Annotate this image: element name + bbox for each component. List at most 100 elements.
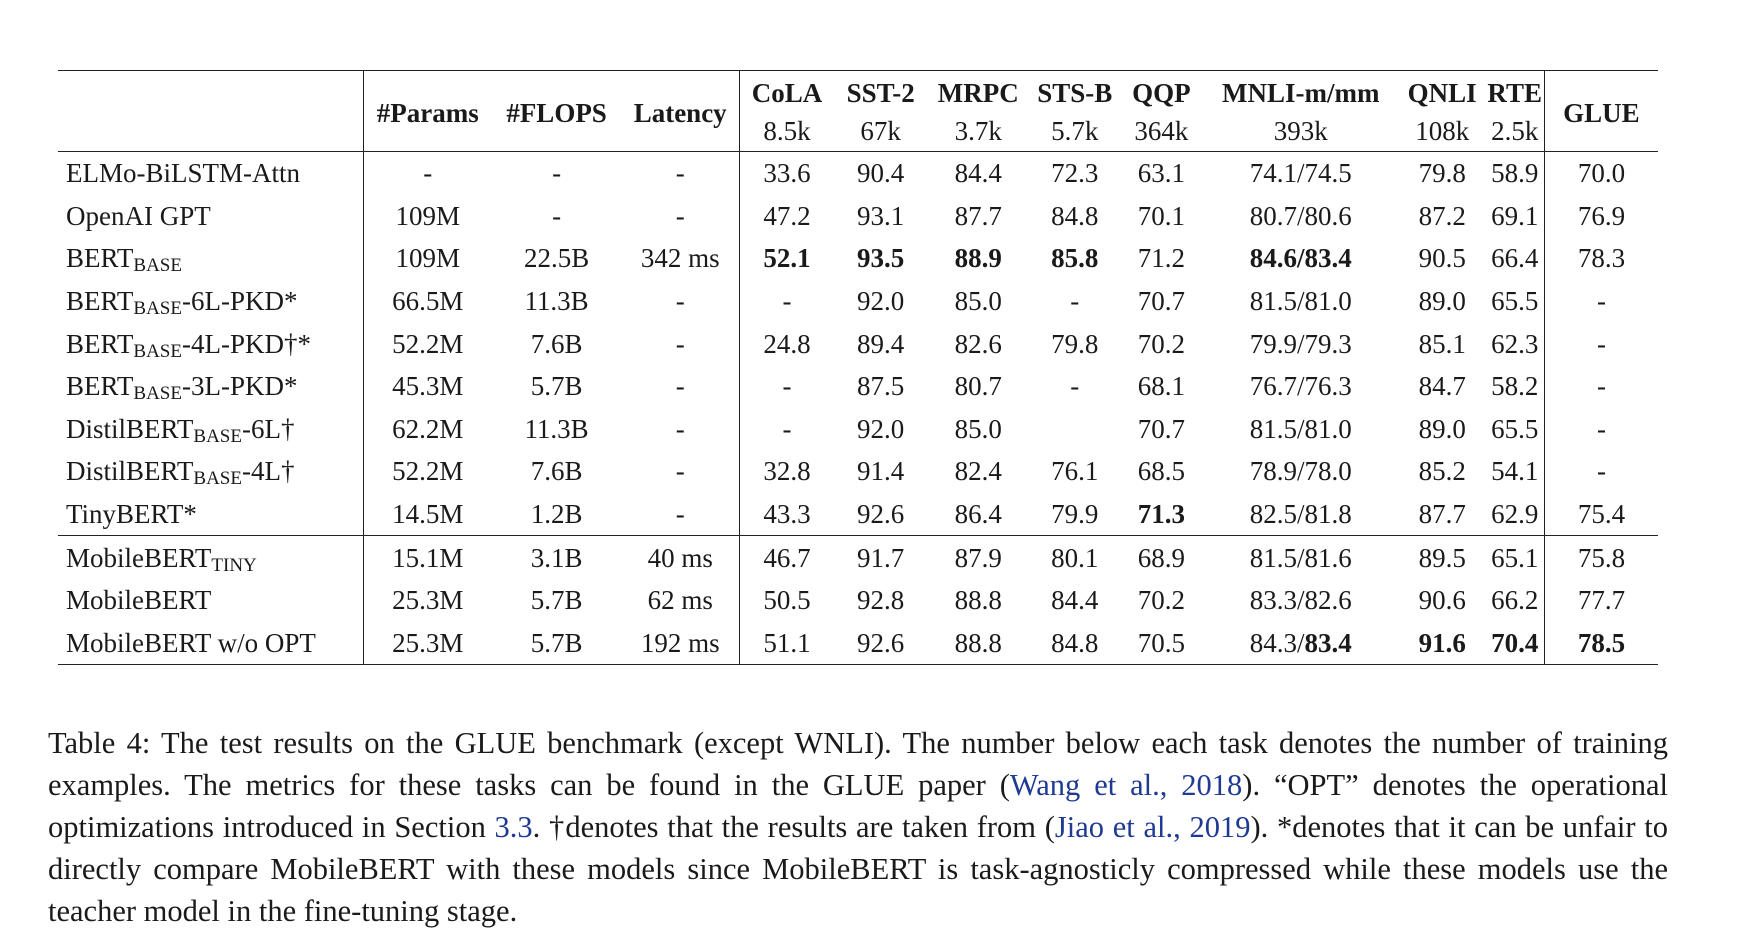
params-cell: 52.2M: [363, 450, 492, 493]
sst2-cell: 92.0: [857, 413, 905, 444]
params-cell: 62.2M: [363, 407, 492, 451]
model-name: DistilBERTBASE-4L†: [66, 456, 295, 490]
glue-cell: 78.5: [1543, 621, 1658, 665]
mnli-cell: 76.7/76.3: [1249, 371, 1352, 402]
task-size-qnli: 108k: [1415, 116, 1470, 146]
sst2-cell: 87.5: [857, 371, 905, 402]
task-size-cola: 8.5k: [738, 111, 835, 152]
qnli-cell: 89.0: [1418, 413, 1466, 444]
sst2-cell: 92.6: [857, 627, 905, 658]
task-header-sst2: SST-2: [846, 78, 915, 108]
params-cell: 15.1M: [363, 535, 492, 579]
params-cell: 66.5M: [363, 279, 492, 323]
cola-cell: 24.8: [738, 322, 835, 365]
params-cell: 25.3M: [363, 621, 492, 665]
model-name: OpenAI GPT: [66, 200, 211, 231]
rte-cell: 62.3: [1491, 328, 1539, 359]
model-name: MobileBERTTINY: [66, 542, 257, 576]
mnli-cell: 79.9/79.3: [1249, 328, 1352, 359]
model-name: MobileBERT: [66, 585, 212, 616]
glue-cell: 70.0: [1543, 151, 1658, 195]
glue-cell: 75.4: [1543, 492, 1658, 536]
table-row: DistilBERTBASE-4L† 52.2M 7.6B - 32.8 91.…: [58, 450, 1658, 493]
citation-link-wang[interactable]: Wang et al., 2018: [1009, 768, 1243, 802]
stsb-cell: 80.1: [1051, 542, 1099, 573]
task-header-cola: CoLA: [738, 70, 835, 111]
flops-cell: 11.3B: [524, 286, 589, 317]
rte-cell: 70.4: [1491, 627, 1539, 658]
qqp-cell: 71.2: [1137, 243, 1186, 274]
model-name: BERTBASE-4L-PKD†*: [66, 328, 311, 362]
task-size-rte: 2.5k: [1491, 116, 1539, 146]
task-header-stsb: STS-B: [1037, 78, 1113, 108]
table-row: ELMo-BiLSTM-Attn - - - 33.6 90.4 84.4 72…: [58, 151, 1658, 195]
flops-cell: 1.2B: [530, 499, 583, 530]
cola-cell: 51.1: [738, 621, 835, 665]
glue-cell: 77.7: [1543, 578, 1658, 622]
header-row-names: #Params #FLOPS Latency CoLA SST-2 MRPC S…: [58, 70, 1658, 152]
latency-header: Latency: [633, 98, 727, 128]
mrpc-cell: 88.8: [954, 585, 1002, 616]
mrpc-cell: 82.6: [954, 328, 1002, 359]
flops-cell: 7.6B: [530, 456, 583, 487]
qnli-cell: 89.0: [1418, 286, 1466, 317]
task-header-rte: RTE: [1487, 78, 1542, 108]
model-name: MobileBERT w/o OPT: [66, 627, 316, 658]
qnli-cell: 87.7: [1418, 499, 1466, 530]
qnli-cell: 90.5: [1418, 243, 1466, 274]
table-row: TinyBERT* 14.5M 1.2B - 43.3 92.6 86.4 79…: [58, 492, 1658, 536]
flops-cell: 22.5B: [523, 243, 590, 274]
flops-cell: -: [552, 158, 562, 189]
latency-cell: -: [675, 286, 685, 317]
stsb-cell: 79.9: [1051, 499, 1099, 530]
sst2-cell: 91.4: [857, 456, 905, 487]
caption-text: ). *denotes that it can be unfair to dir…: [48, 810, 1669, 928]
table-row: BERTBASE-4L-PKD†* 52.2M 7.6B - 24.8 89.4…: [58, 322, 1658, 365]
latency-cell: 62 ms: [647, 585, 713, 616]
qqp-cell: 70.5: [1137, 627, 1186, 658]
mrpc-cell: 88.9: [954, 243, 1002, 274]
qqp-cell: 70.7: [1137, 413, 1186, 444]
stsb-cell: 85.8: [1051, 243, 1099, 274]
flops-cell: 5.7B: [530, 627, 583, 658]
glue-cell: 78.3: [1543, 237, 1658, 280]
stsb-cell: 76.1: [1051, 456, 1099, 487]
task-size-sst2: 67k: [860, 116, 901, 146]
latency-cell: 342 ms: [640, 243, 720, 274]
citation-link-jiao[interactable]: Jiao et al., 2019: [1054, 810, 1251, 844]
latency-cell: -: [675, 158, 685, 189]
params-cell: 45.3M: [363, 364, 492, 408]
mnli-cell: 84.3/83.4: [1249, 627, 1352, 658]
qnli-cell: 79.8: [1418, 158, 1466, 189]
model-header-cell: [58, 71, 364, 152]
table-row: DistilBERTBASE-6L† 62.2M 11.3B - - 92.0 …: [58, 407, 1658, 451]
stsb-cell: -: [1070, 286, 1080, 317]
model-name: BERTBASE: [66, 243, 182, 277]
glue-cell: -: [1543, 364, 1658, 408]
sst2-cell: 91.7: [857, 542, 905, 573]
rte-cell: 65.1: [1491, 542, 1539, 573]
rte-cell: 54.1: [1491, 456, 1539, 487]
sst2-cell: 92.0: [857, 286, 905, 317]
cola-cell: -: [738, 364, 835, 408]
qqp-cell: 68.1: [1137, 371, 1186, 402]
stsb-cell: 84.8: [1051, 627, 1099, 658]
flops-header: #FLOPS: [506, 98, 607, 128]
latency-cell: 192 ms: [640, 627, 720, 658]
section-link[interactable]: 3.3: [494, 810, 533, 844]
mrpc-cell: 88.8: [954, 627, 1002, 658]
stsb-cell: 84.4: [1051, 585, 1099, 616]
model-name: DistilBERTBASE-6L†: [66, 413, 295, 447]
latency-cell: -: [675, 200, 685, 231]
caption-text: . †denotes that the results are taken fr…: [532, 810, 1055, 844]
qnli-cell: 91.6: [1418, 627, 1466, 658]
rte-cell: 66.2: [1491, 585, 1539, 616]
table-row: BERTBASE-6L-PKD* 66.5M 11.3B - - 92.0 85…: [58, 279, 1658, 323]
flops-cell: 11.3B: [524, 413, 589, 444]
table-row: MobileBERT w/o OPT 25.3M 5.7B 192 ms 51.…: [58, 621, 1658, 665]
mrpc-cell: 87.9: [954, 542, 1002, 573]
rte-cell: 58.2: [1491, 371, 1539, 402]
mnli-cell: 81.5/81.6: [1249, 542, 1352, 573]
cola-cell: 52.1: [738, 237, 835, 280]
table-row: BERTBASE-3L-PKD* 45.3M 5.7B - - 87.5 80.…: [58, 364, 1658, 408]
